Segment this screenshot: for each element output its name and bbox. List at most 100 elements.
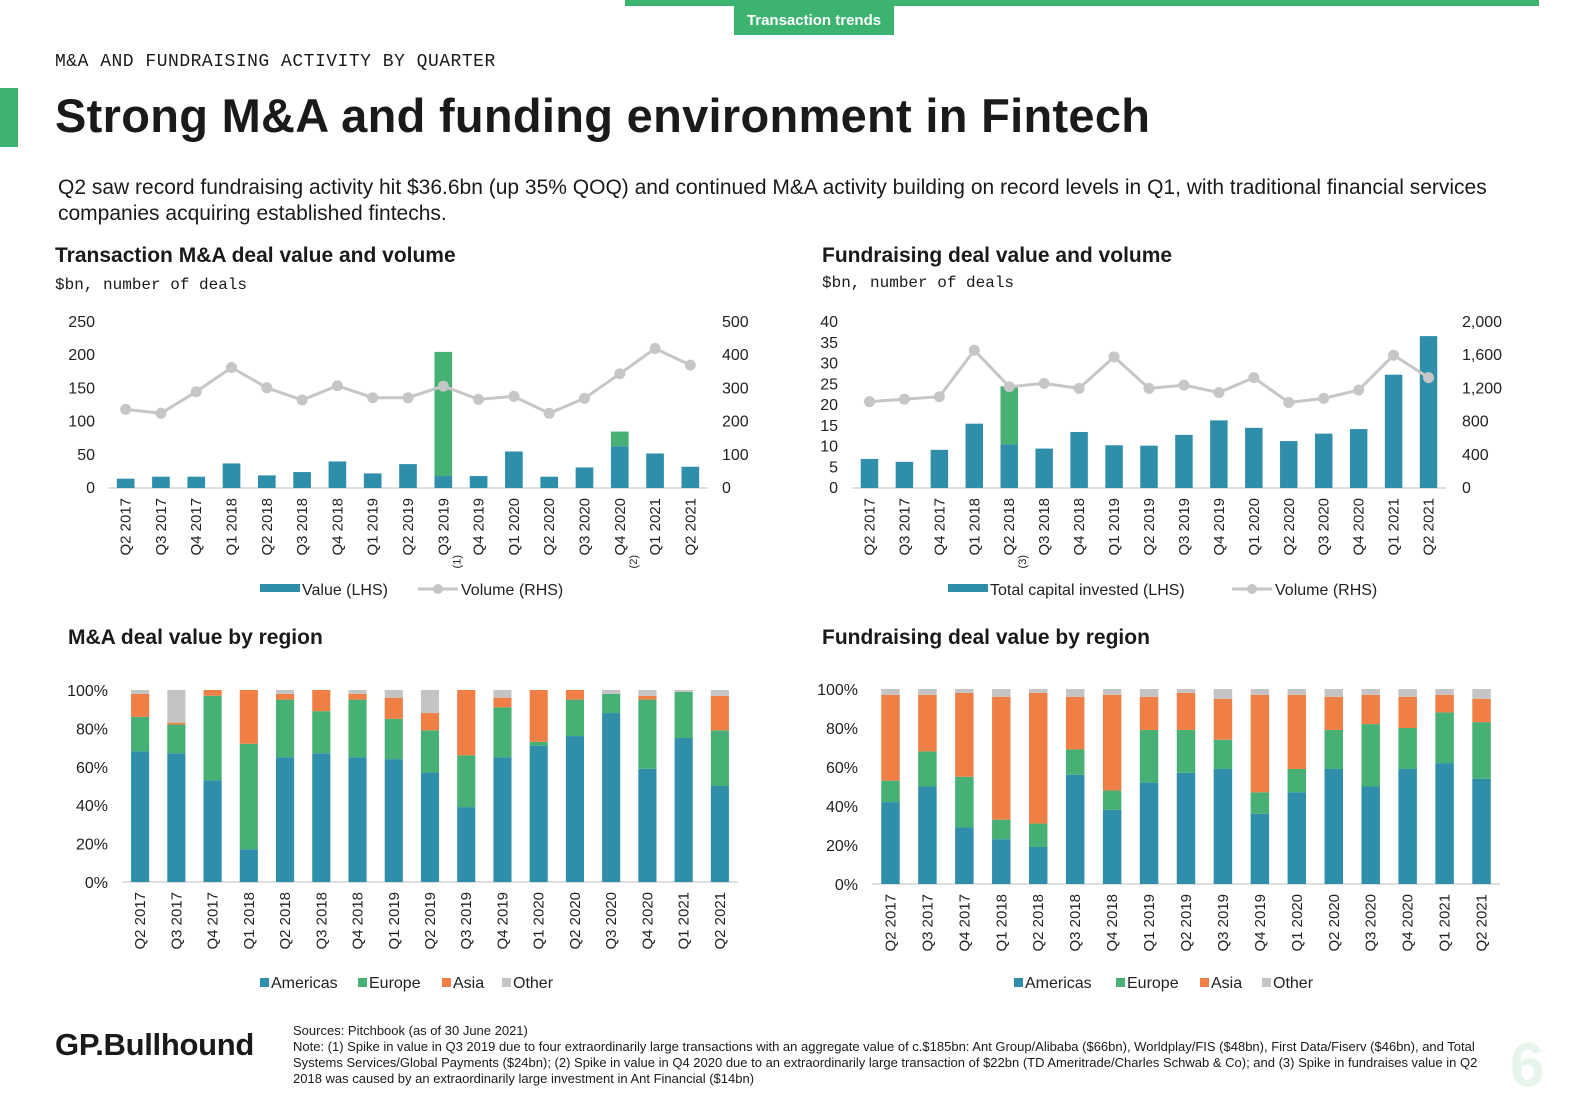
ma-value-volume-line	[125, 346, 691, 415]
ma-region-seg-other-q4-2019	[493, 690, 512, 698]
fund-region-ytick: 20%	[826, 838, 858, 855]
fund-value-ytick: 20	[820, 397, 838, 414]
fund-value-xtick: Q4 2017	[931, 498, 948, 556]
ma-region-seg-americas-q2-2018	[276, 757, 295, 882]
fund-region-ytick: 80%	[826, 721, 858, 738]
fund-region-xtick: Q1 2020	[1289, 894, 1306, 952]
ma-value-bar-q3-2019	[434, 476, 453, 488]
ma-region-seg-europe-q4-2017	[203, 695, 222, 781]
ma-value-volume-point-q3-2018	[296, 394, 308, 406]
fund-region-legend-swatch-asia	[1200, 978, 1209, 987]
ma-region-seg-europe-q3-2019	[457, 755, 476, 808]
fund-value-legend-line-marker	[1247, 584, 1257, 594]
fund-region-legend-label-europe: Europe	[1127, 975, 1179, 992]
ma-region-xtick: Q1 2021	[676, 892, 693, 950]
ma-value-bar-q1-2021	[646, 453, 664, 488]
fund-region-seg-other-q4-2017	[955, 689, 974, 693]
fund-region-seg-asia-q3-2019	[1213, 698, 1233, 740]
ma-value-spike-bar-q3-2019	[434, 351, 453, 477]
fund-region-seg-europe-q2-2019	[1176, 729, 1196, 773]
fund-region-seg-asia-q4-2020	[1398, 696, 1417, 728]
ma-region-seg-europe-q4-2018	[348, 699, 367, 758]
fund-value-volume-point-q2-2017	[863, 396, 875, 408]
ma-region-seg-americas-q4-2017	[203, 780, 222, 882]
ma-region-seg-europe-q4-2020	[638, 699, 657, 769]
ma-region-seg-americas-q2-2020	[565, 736, 584, 882]
fund-region-seg-asia-q3-2020	[1361, 694, 1380, 725]
fund-value-xtick: Q1 2018	[966, 498, 983, 556]
fund-region-ytick: 40%	[826, 799, 858, 816]
ma-value-xtick: Q3 2019	[435, 498, 452, 556]
fund-region-seg-asia-q2-2020	[1324, 696, 1343, 730]
fund-region-xtick: Q4 2019	[1252, 894, 1269, 952]
fund-value-xtick: Q4 2018	[1071, 498, 1088, 556]
fund-region-seg-americas-q3-2017	[918, 786, 937, 884]
fund-region-seg-other-q2-2018	[1029, 689, 1048, 693]
ma-region-xtick: Q1 2018	[241, 892, 258, 950]
ma-region-seg-asia-q3-2017	[167, 722, 186, 725]
ma-region-xtick: Q4 2019	[494, 892, 511, 950]
fund-region-seg-asia-q1-2021	[1435, 694, 1454, 713]
fund-region-seg-europe-q4-2019	[1250, 792, 1270, 814]
ma-region-seg-americas-q4-2020	[638, 768, 657, 882]
fund-value-bar-q1-2019	[1105, 445, 1123, 488]
fund-region-seg-europe-q2-2017	[881, 780, 900, 803]
ma-region-xtick: Q3 2017	[168, 892, 185, 950]
fund-value-volume-point-q3-2018	[1038, 377, 1050, 389]
fund-value-volume-point-q2-2018	[1003, 381, 1015, 393]
fund-region-legend-label-americas: Americas	[1025, 975, 1092, 992]
fund-region-seg-other-q3-2017	[918, 689, 937, 695]
ma-region-xtick: Q1 2019	[386, 892, 403, 950]
fund-value-ytick: 0	[829, 480, 838, 497]
fund-region-seg-americas-q4-2017	[955, 827, 974, 884]
fund-region-xtick: Q1 2019	[1141, 894, 1158, 952]
sources-line: Sources: Pitchbook (as of 30 June 2021)	[293, 1023, 528, 1038]
fund-region-seg-europe-q1-2021	[1435, 712, 1454, 764]
ma-region-seg-americas-q4-2019	[493, 757, 512, 882]
fund-value-xtick: Q3 2017	[896, 498, 913, 556]
fund-region-seg-other-q1-2019	[1139, 689, 1159, 697]
fund-value-bar-q2-2018	[1000, 444, 1018, 488]
ma-region-seg-americas-q3-2018	[312, 753, 331, 882]
ma-value-legend-line-marker	[433, 584, 443, 594]
ma-value-y2tick: 100	[722, 447, 749, 464]
ma-region-xtick: Q4 2017	[205, 892, 222, 950]
fund-value-bar-q2-2021	[1419, 336, 1438, 488]
ma-value-volume-point-q4-2018	[331, 380, 343, 392]
ma-value-xtick: Q2 2019	[400, 498, 417, 556]
fund-region-seg-other-q4-2020	[1398, 689, 1417, 697]
ma-region-legend-label-other: Other	[513, 975, 554, 992]
fund-value-legend-line-label: Volume (RHS)	[1275, 582, 1377, 599]
ma-value-xtick: Q1 2018	[224, 498, 241, 556]
ma-region-seg-europe-q3-2017	[167, 724, 186, 754]
fund-region-seg-americas-q1-2019	[1139, 782, 1159, 884]
ma-region-seg-europe-q4-2019	[493, 707, 512, 758]
fund-value-volume-point-q1-2020	[1248, 372, 1260, 384]
fund-region-seg-asia-q4-2017	[955, 692, 974, 777]
ma-value-xtick: Q2 2017	[118, 498, 135, 556]
ma-value-volume-point-q2-2018	[261, 382, 273, 394]
top-accent-bar	[625, 0, 1539, 6]
ma-value-xtick: Q1 2020	[506, 498, 523, 556]
fund-value-volume-point-q2-2021	[1423, 372, 1435, 384]
note-text: Note: (1) Spike in value in Q3 2019 due …	[293, 1039, 1478, 1086]
ma-value-bar-q3-2020	[575, 467, 594, 488]
ma-value-xtick: Q2 2018	[259, 498, 276, 556]
ma-region-legend-label-asia: Asia	[453, 975, 484, 992]
fund-region-seg-europe-q3-2017	[918, 751, 937, 787]
ma-region-xtick: Q4 2020	[639, 892, 656, 950]
ma-region-seg-europe-q1-2020	[529, 741, 548, 746]
fund-region-seg-other-q2-2019	[1176, 689, 1196, 693]
fund-value-chart-unit: $bn, number of deals	[822, 274, 1015, 292]
fund-value-bar-q3-2020	[1314, 433, 1333, 488]
ma-region-chart-title: M&A deal value by region	[68, 626, 323, 649]
fund-value-volume-point-q2-2020	[1283, 397, 1295, 409]
fund-region-seg-americas-q1-2018	[992, 839, 1011, 884]
ma-value-bar-q4-2018	[328, 461, 347, 488]
ma-value-volume-point-q3-2017	[155, 407, 167, 419]
fund-region-seg-europe-q2-2021	[1472, 722, 1491, 779]
fund-value-xtick: Q1 2020	[1246, 498, 1263, 556]
fund-value-volume-point-q2-2019	[1143, 382, 1155, 394]
fund-region-seg-europe-q1-2020	[1287, 768, 1307, 793]
title-accent-bar	[0, 88, 18, 147]
